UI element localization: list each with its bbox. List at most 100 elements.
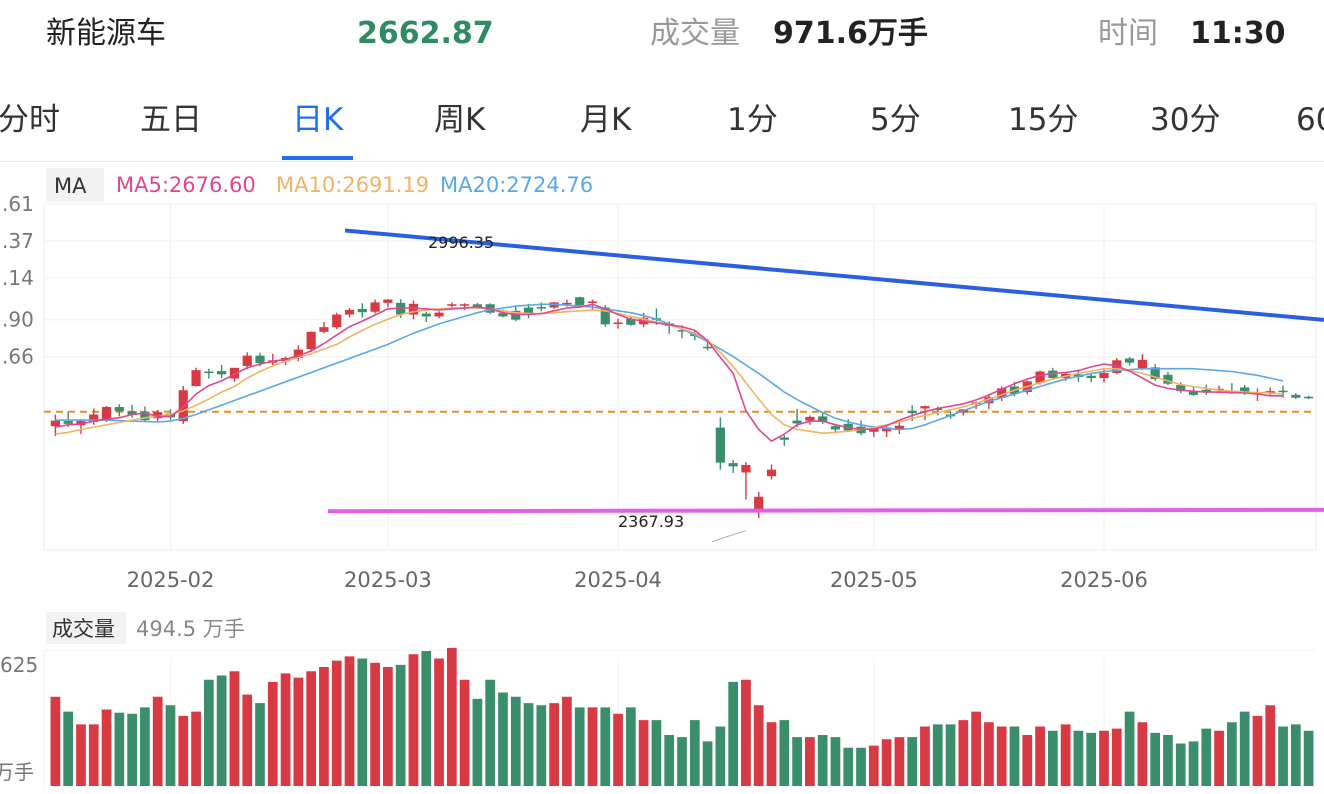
volume-axis-top-label: 625 (0, 653, 38, 677)
candle (1265, 387, 1275, 396)
volume-bar (446, 647, 457, 786)
volume-bar (421, 651, 432, 786)
volume-bar (485, 679, 496, 786)
tabs-divider (0, 161, 1324, 162)
volume-bar (984, 722, 994, 786)
volume-bar (383, 667, 393, 786)
tab-5min[interactable]: 5分 (870, 102, 921, 138)
volume-value: 971.6万手 (773, 16, 928, 51)
candle (1124, 357, 1135, 366)
candle-body (677, 329, 687, 332)
candle (1278, 385, 1288, 398)
candle-body (140, 411, 150, 421)
candle-body (50, 420, 60, 427)
volume-bar (114, 712, 125, 786)
volume-bar (1252, 715, 1263, 786)
volume-bar (587, 707, 598, 786)
candle-body (1035, 371, 1045, 383)
ma-legend-label: MA (54, 174, 87, 198)
candle-body (1265, 391, 1275, 394)
volume-bar (76, 724, 86, 786)
volume-bar (255, 703, 265, 786)
volume-bar (702, 741, 713, 786)
volume-label: 成交量 (650, 16, 740, 51)
volume-bar (843, 747, 854, 786)
volume-bar (1099, 730, 1109, 786)
ma5-line (55, 303, 1283, 443)
candle (357, 303, 367, 318)
candle-body (319, 327, 329, 332)
ma20-line (55, 303, 1284, 431)
tab-monthly-k[interactable]: 月K (580, 102, 632, 138)
volume-bar (1060, 724, 1071, 786)
candle (114, 404, 124, 417)
candle (370, 299, 380, 314)
tab-60min[interactable]: 60 (1296, 102, 1324, 138)
y-tick-label: .37 (2, 229, 34, 253)
candle-body (1150, 367, 1160, 380)
volume-bar (63, 711, 74, 786)
tab-weekly-k[interactable]: 周K (434, 102, 486, 138)
y-tick-label: .14 (2, 266, 34, 290)
volume-bar (1265, 705, 1276, 786)
volume-bar (881, 739, 892, 786)
volume-bar (638, 720, 649, 786)
low-annotation: 2367.93 (618, 512, 684, 531)
volume-bar (242, 694, 253, 786)
candle (549, 301, 559, 309)
candle-body (766, 469, 777, 477)
candle (332, 312, 342, 330)
volume-bar (178, 715, 189, 786)
volume-bar (216, 675, 227, 786)
candle (76, 419, 86, 435)
volume-bar (728, 681, 739, 786)
volume-bar (293, 677, 304, 786)
candle-body (920, 406, 930, 409)
candle (920, 405, 930, 421)
candle-body (1240, 387, 1250, 393)
tab-daily-k[interactable]: 日K (292, 102, 344, 138)
volume-bar (753, 705, 764, 786)
volume-bar (945, 724, 956, 786)
volume-bar (1201, 728, 1212, 786)
candle-body (229, 367, 240, 379)
candle-body (383, 299, 393, 303)
resistance-trendline (344, 228, 1324, 322)
candle (894, 422, 904, 435)
volume-bar (920, 726, 930, 786)
volume-bar (1303, 730, 1314, 786)
ma10-legend: MA10:2691.19 (276, 173, 429, 197)
ma-legend-box (46, 168, 104, 202)
candle-body (754, 496, 764, 511)
candle-body (191, 370, 201, 387)
volume-bar (779, 720, 790, 786)
volume-bar (677, 737, 687, 786)
volume-bar (958, 720, 969, 786)
volume-bar (127, 713, 137, 786)
candle-body (178, 390, 188, 422)
active-tab-indicator (282, 156, 353, 160)
candle-body (1124, 358, 1135, 363)
volume-bar (1086, 732, 1097, 786)
candle (127, 404, 137, 418)
candle-body (153, 412, 163, 419)
volume-bar (1175, 743, 1186, 786)
tab-five-day[interactable]: 五日 (140, 102, 202, 138)
candle (306, 331, 316, 352)
x-tick-label: 2025-06 (1060, 568, 1148, 592)
tab-30min[interactable]: 30分 (1150, 102, 1221, 138)
candle-body (1137, 359, 1147, 369)
tab-1min[interactable]: 1分 (727, 102, 778, 138)
volume-bar (907, 737, 918, 786)
volume-bar (1278, 726, 1288, 786)
volume-bar (1124, 711, 1135, 786)
volume-bar (574, 707, 585, 786)
candle-body (89, 414, 99, 422)
candle-body (332, 314, 342, 328)
tab-15min[interactable]: 15分 (1008, 102, 1079, 138)
candle-body (869, 428, 879, 432)
tab-intraday[interactable]: 分时 (0, 102, 60, 138)
candle-body (357, 308, 367, 313)
candle (89, 408, 99, 425)
